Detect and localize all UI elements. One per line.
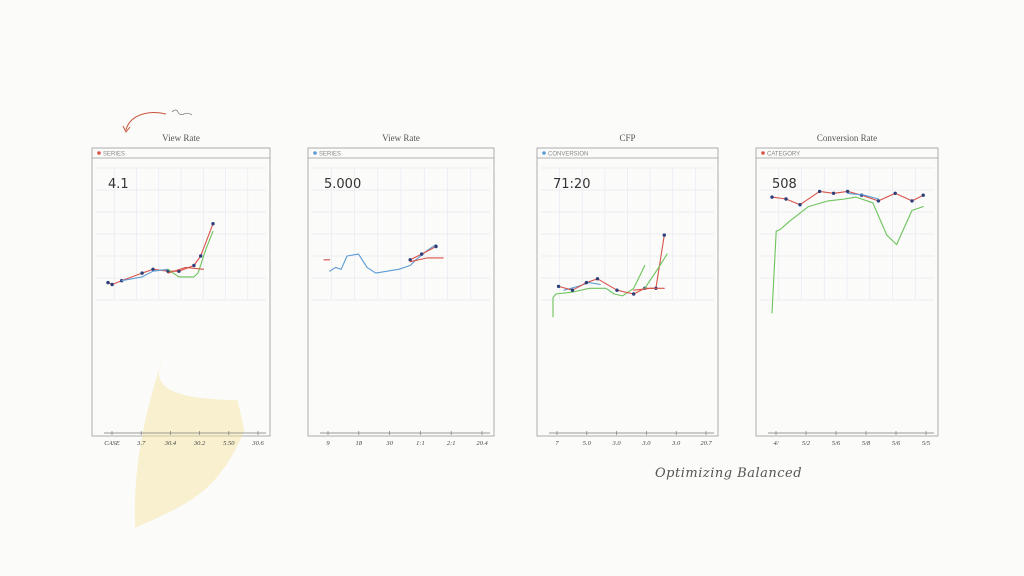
data-point [831, 191, 836, 195]
kpi-value: 5.000 [324, 177, 361, 192]
data-point [106, 280, 110, 285]
kpi-value: 4.1 [108, 177, 129, 192]
x-tick-label: 5/5 [922, 440, 931, 447]
x-tick-label: 20.4 [476, 440, 488, 447]
data-point [876, 199, 881, 203]
legend-label: CONVERSION [548, 152, 588, 158]
data-point [910, 199, 914, 203]
series-line-5 [644, 253, 668, 289]
data-point [570, 288, 575, 292]
data-point [199, 254, 203, 258]
x-tick-label: 9 [326, 440, 330, 447]
x-tick-label: 7 [555, 440, 559, 447]
x-tick-label: 5/8 [862, 440, 871, 447]
legend-label: SERIES [319, 152, 341, 158]
data-point [784, 197, 788, 201]
kpi-value: 71:20 [553, 177, 590, 192]
data-point [921, 193, 925, 197]
chart-svg: CATEGORY 508 4/5/2 5/6 5/8 5/6 5/5 [755, 147, 939, 447]
x-tick-label: 20.7 [700, 440, 712, 447]
chart-svg: SERIES 5.000 9 18 30 1:1 2:1 20.4 [307, 147, 495, 447]
series-line-3 [847, 192, 879, 200]
data-point [434, 244, 438, 249]
series-line-4 [409, 257, 444, 263]
data-point [893, 191, 897, 195]
x-tick-label: CASE [104, 440, 120, 447]
area-fill [134, 358, 245, 528]
x-tick-label: 5/6 [832, 440, 841, 447]
legend-marker [761, 151, 765, 155]
chart-svg: CONVERSION 71:20 7 5.0 3.0 3.0 3.0 20.7 [536, 147, 719, 447]
chart-frame [755, 147, 939, 437]
legend-marker [97, 151, 101, 155]
data-point [817, 189, 822, 194]
legend-marker [313, 151, 317, 155]
chart-title: View Rate [162, 133, 200, 143]
chart-frame [307, 147, 495, 437]
x-tick-label: 2:1 [447, 440, 456, 447]
x-tick-label: 30.4 [164, 440, 177, 447]
x-tick-label: 30.2 [193, 440, 206, 447]
data-point [211, 222, 215, 226]
x-tick-label: 1:1 [416, 440, 425, 447]
annotation-arrow-icon [122, 109, 193, 133]
chart-frame [91, 147, 271, 437]
x-tick-label: 5/6 [892, 440, 901, 447]
legend-label: SERIES [103, 152, 125, 158]
x-tick-label: 30.6 [251, 440, 264, 447]
legend-marker [542, 151, 546, 155]
x-tick-label: 4/ [773, 440, 779, 447]
x-tick-label: 3.0 [671, 440, 681, 447]
grid-lines [312, 167, 490, 301]
data-point [556, 284, 561, 289]
chart-title: CFP [619, 133, 636, 143]
series-line-3 [558, 234, 665, 295]
grid-lines [541, 167, 714, 301]
x-tick-label: 30 [385, 440, 393, 447]
legend-label: CATEGORY [767, 152, 800, 158]
data-point [419, 252, 424, 256]
kpi-value: 508 [772, 177, 797, 192]
series-line-1 [771, 196, 924, 314]
series-line-1 [552, 264, 646, 318]
data-point [770, 195, 774, 199]
data-point [798, 203, 802, 207]
chart-panel-1: View Rate SERIES 4.1 CASE 3.7 30.4 30.2 5.50 30.… [91, 133, 271, 528]
data-point [631, 292, 636, 296]
x-tick-label: 5.50 [223, 440, 235, 447]
data-point [408, 258, 412, 262]
data-point [584, 280, 589, 285]
data-point [140, 271, 144, 275]
chart-title: View Rate [382, 133, 420, 143]
chart-panel-3: CFP CONVERSION 71:20 7 5.0 3.0 3.0 3.0 20.7 [536, 133, 719, 447]
data-point [615, 288, 619, 292]
chart-title: Conversion Rate [816, 133, 878, 143]
x-tick-label: 3.7 [136, 440, 146, 447]
series-line-4 [167, 266, 205, 274]
data-point [662, 233, 666, 237]
footer-signature: Optimizing Balanced [655, 466, 803, 481]
x-tick-label: 3.0 [641, 440, 651, 447]
chart-panel-2: View Rate SERIES 5.000 9 18 30 1:1 2:1 20.4 [307, 133, 495, 447]
series-line-2 [121, 268, 169, 282]
data-point [845, 189, 850, 194]
data-point [110, 282, 114, 287]
series-line-2 [329, 244, 437, 274]
chart-panel-4: Conversion Rate CATEGORY 508 4/5/2 5/6 5/8 5/6… [755, 133, 939, 447]
series-line-1 [107, 223, 214, 286]
chart-svg: SERIES 4.1 CASE 3.7 30.4 30.2 5.50 30.6 [91, 147, 271, 528]
x-tick-label: 5/2 [802, 440, 811, 447]
grid-lines [760, 167, 934, 301]
data-point [151, 267, 155, 271]
chart-frame [536, 147, 719, 437]
x-tick-label: 5.0 [583, 440, 592, 447]
data-point [192, 263, 196, 268]
series-line-3 [167, 230, 214, 278]
series-line-4 [633, 287, 665, 291]
data-point [595, 277, 600, 281]
x-tick-label: 18 [356, 440, 363, 447]
x-tick-label: 3.0 [612, 440, 622, 447]
